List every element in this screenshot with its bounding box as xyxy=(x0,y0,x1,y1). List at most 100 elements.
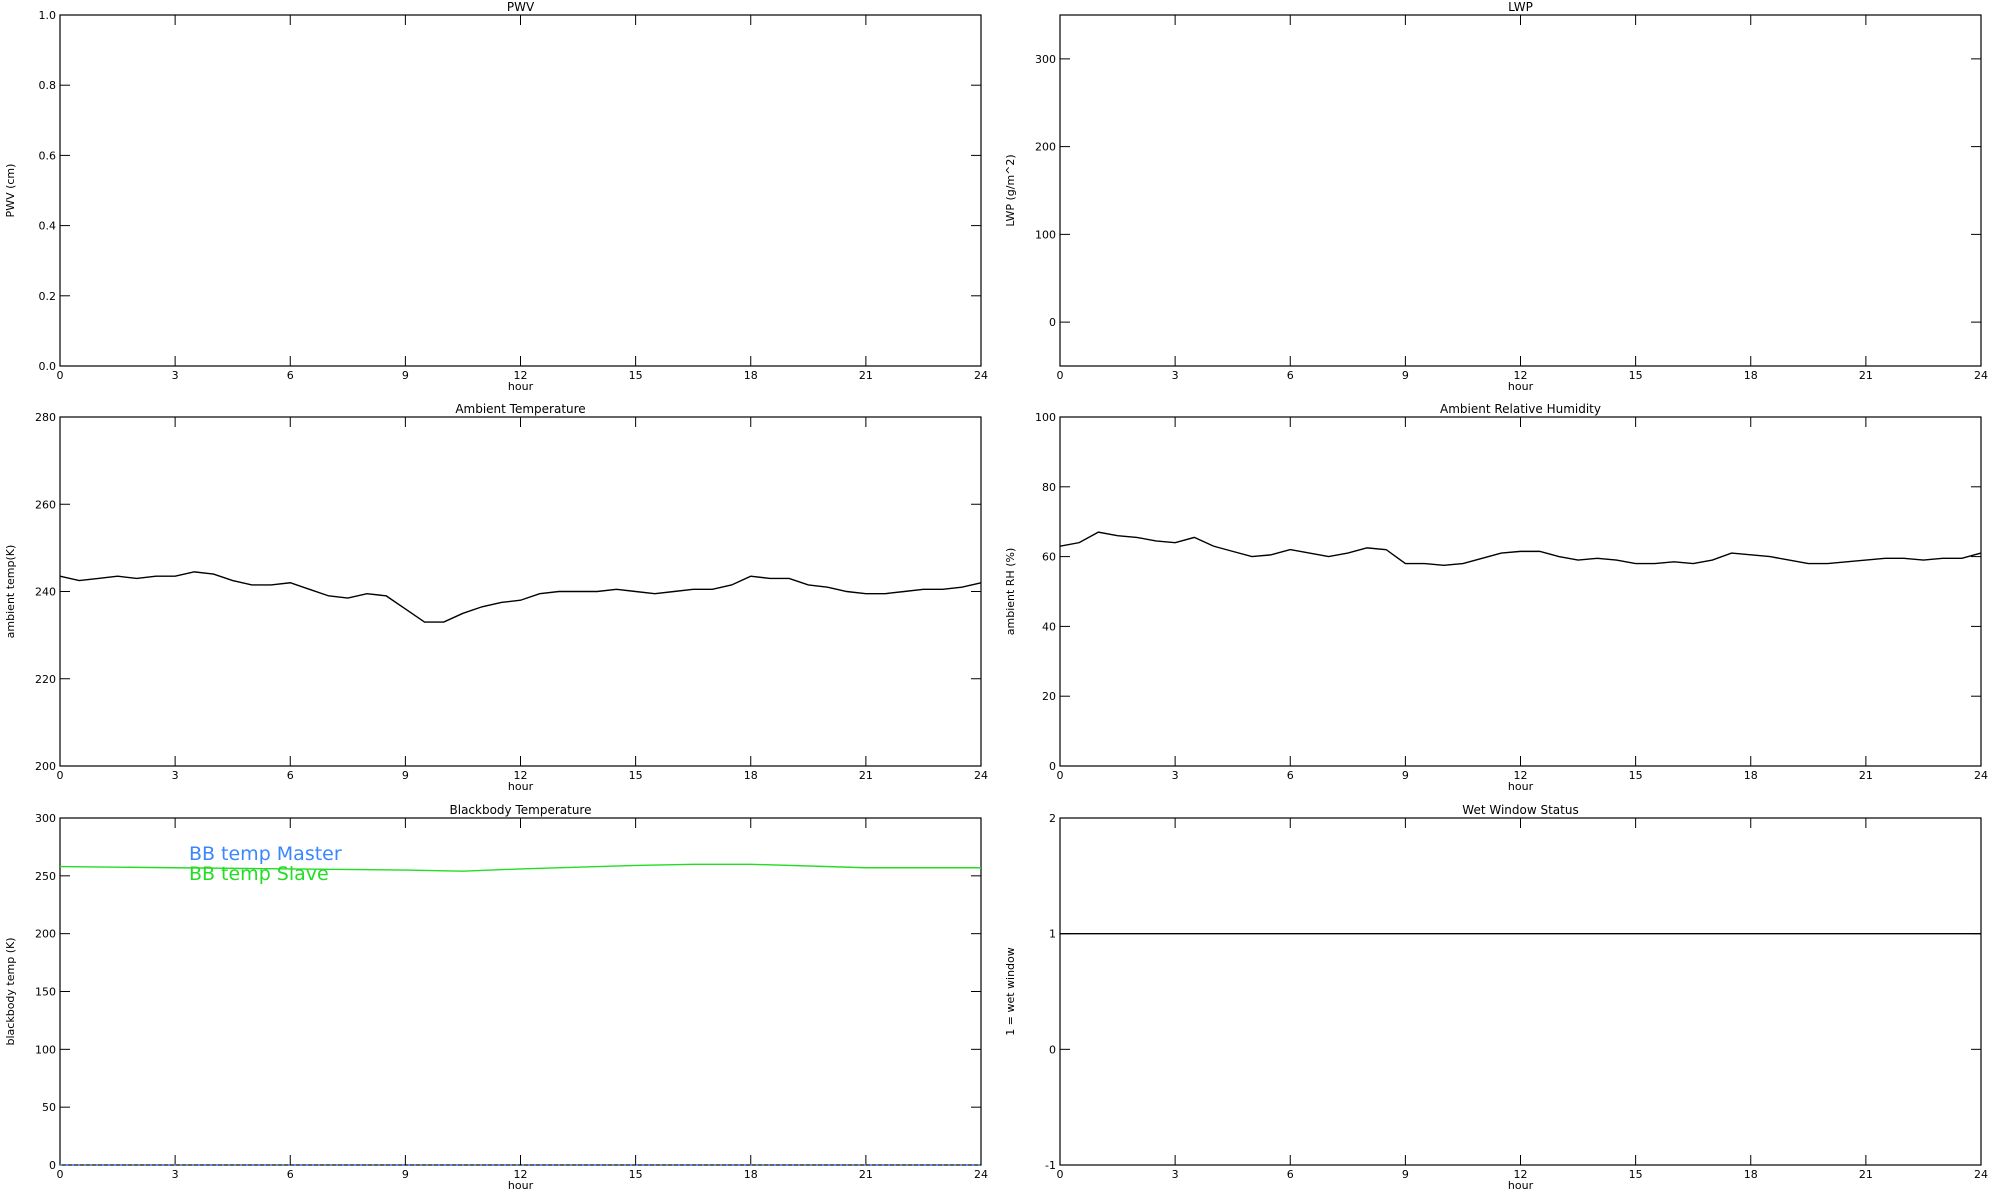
x-tick-label: 9 xyxy=(1402,769,1409,782)
y-tick-label: 240 xyxy=(35,586,56,599)
x-tick-label: 18 xyxy=(1744,369,1758,382)
plot-frame xyxy=(1059,14,1982,367)
y-axis-label: ambient RH (%) xyxy=(1004,548,1017,636)
x-tick-label: 15 xyxy=(1629,769,1643,782)
x-tick-label: 24 xyxy=(974,1168,988,1181)
y-tick-label: 0 xyxy=(1049,316,1056,329)
x-tick-label: 3 xyxy=(1172,369,1179,382)
data-line xyxy=(59,863,981,872)
y-tick-label: 0.4 xyxy=(39,220,57,233)
x-tick-label: 24 xyxy=(1974,1168,1988,1181)
y-tick-label: 60 xyxy=(1042,551,1056,564)
x-tick-label: 15 xyxy=(629,1168,643,1181)
plot-frame xyxy=(59,416,982,767)
x-tick-label: 21 xyxy=(1859,369,1873,382)
x-tick-label: 18 xyxy=(1744,1168,1758,1181)
x-tick-label: 0 xyxy=(1057,1168,1064,1181)
x-tick-label: 24 xyxy=(974,369,988,382)
y-tick-label: 0 xyxy=(1049,760,1056,773)
y-tick-label: 260 xyxy=(35,498,56,511)
x-tick-label: 3 xyxy=(172,369,179,382)
y-axis-label: ambient temp(K) xyxy=(4,545,17,639)
y-tick-label: 20 xyxy=(1042,690,1056,703)
chart-title: Blackbody Temperature xyxy=(450,803,592,817)
chart-title: PWV xyxy=(507,0,535,14)
x-tick-label: 18 xyxy=(1744,769,1758,782)
x-tick-label: 15 xyxy=(1629,369,1643,382)
x-tick-label: 0 xyxy=(1057,369,1064,382)
x-tick-label: 0 xyxy=(57,769,64,782)
chart-title: Wet Window Status xyxy=(1462,803,1578,817)
x-tick-label: 0 xyxy=(1057,769,1064,782)
chart-title: LWP xyxy=(1508,0,1533,14)
x-tick-label: 0 xyxy=(57,369,64,382)
y-tick-label: 300 xyxy=(35,812,56,825)
y-tick-label: -1 xyxy=(1045,1159,1056,1172)
x-tick-label: 12 xyxy=(514,769,528,782)
chart-title: Ambient Temperature xyxy=(455,402,585,416)
y-tick-label: 220 xyxy=(35,673,56,686)
x-tick-label: 12 xyxy=(514,1168,528,1181)
y-tick-label: 280 xyxy=(35,411,56,424)
x-tick-label: 15 xyxy=(1629,1168,1643,1181)
y-tick-label: 100 xyxy=(1035,411,1056,424)
x-axis-label: hour xyxy=(1508,1179,1534,1192)
x-tick-label: 6 xyxy=(1287,1168,1294,1181)
x-tick-label: 12 xyxy=(1514,769,1528,782)
chart-title: Ambient Relative Humidity xyxy=(1440,402,1601,416)
plot-frame xyxy=(59,14,982,367)
x-tick-label: 12 xyxy=(1514,1168,1528,1181)
x-tick-label: 9 xyxy=(1402,369,1409,382)
x-tick-label: 21 xyxy=(859,769,873,782)
plot-frame xyxy=(1059,817,1982,1166)
x-tick-label: 24 xyxy=(1974,769,1988,782)
x-tick-label: 21 xyxy=(1859,1168,1873,1181)
legend-entry: BB temp Master xyxy=(189,843,342,865)
x-tick-label: 3 xyxy=(172,769,179,782)
x-tick-label: 9 xyxy=(402,769,409,782)
x-tick-label: 12 xyxy=(1514,369,1528,382)
y-axis-label: LWP (g/m^2) xyxy=(1004,154,1017,226)
x-tick-label: 9 xyxy=(402,1168,409,1181)
x-tick-label: 6 xyxy=(287,1168,294,1181)
y-tick-label: 0.0 xyxy=(39,360,57,373)
x-tick-label: 12 xyxy=(514,369,528,382)
y-tick-label: 200 xyxy=(35,928,56,941)
x-tick-label: 21 xyxy=(859,369,873,382)
x-tick-label: 9 xyxy=(1402,1168,1409,1181)
y-tick-label: 2 xyxy=(1049,812,1056,825)
y-tick-label: 100 xyxy=(35,1043,56,1056)
y-tick-label: 300 xyxy=(1035,53,1056,66)
x-tick-label: 18 xyxy=(744,769,758,782)
y-tick-label: 0.6 xyxy=(39,149,57,162)
y-tick-label: 1.0 xyxy=(39,9,57,22)
y-tick-label: 50 xyxy=(42,1101,56,1114)
y-tick-label: 1 xyxy=(1049,928,1056,941)
x-tick-label: 3 xyxy=(1172,1168,1179,1181)
data-line xyxy=(1059,531,1982,567)
x-axis-label: hour xyxy=(508,380,534,393)
y-tick-label: 0.2 xyxy=(39,290,57,303)
y-tick-label: 0.8 xyxy=(39,79,57,92)
x-axis-label: hour xyxy=(1508,780,1534,793)
x-tick-label: 6 xyxy=(1287,769,1294,782)
y-tick-label: 150 xyxy=(35,986,56,999)
y-tick-label: 100 xyxy=(1035,228,1056,241)
y-tick-label: 200 xyxy=(35,760,56,773)
x-tick-label: 24 xyxy=(974,769,988,782)
legend-entry: BB temp Slave xyxy=(189,863,329,885)
y-tick-label: 0 xyxy=(1049,1043,1056,1056)
x-tick-label: 24 xyxy=(1974,369,1988,382)
x-tick-label: 6 xyxy=(287,369,294,382)
plot-frame xyxy=(1059,416,1982,767)
x-tick-label: 3 xyxy=(172,1168,179,1181)
y-axis-label: blackbody temp (K) xyxy=(4,938,17,1046)
x-tick-label: 6 xyxy=(287,769,294,782)
y-axis-label: 1 = wet window xyxy=(1004,947,1017,1036)
x-tick-label: 18 xyxy=(744,369,758,382)
y-tick-label: 80 xyxy=(1042,481,1056,494)
x-axis-label: hour xyxy=(1508,380,1534,393)
x-tick-label: 0 xyxy=(57,1168,64,1181)
